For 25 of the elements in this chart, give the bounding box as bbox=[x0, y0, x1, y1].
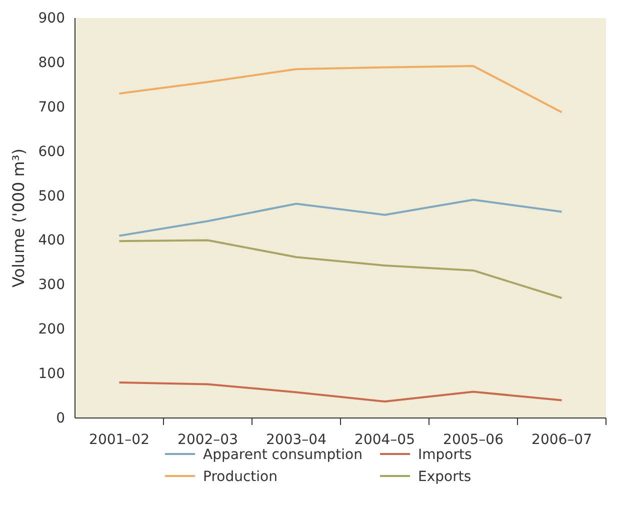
legend-label: Apparent consumption bbox=[203, 447, 362, 463]
x-tick-label: 2003–04 bbox=[266, 432, 327, 448]
y-tick-label: 0 bbox=[56, 410, 65, 426]
legend-label: Exports bbox=[418, 469, 472, 485]
x-tick-label: 2002–03 bbox=[178, 432, 238, 448]
y-tick-label: 400 bbox=[38, 232, 65, 249]
line-series bbox=[118, 198, 563, 237]
x-tick-label: 2006–07 bbox=[532, 432, 592, 448]
x-tick-label: 2005–06 bbox=[443, 432, 504, 448]
y-tick-label: 500 bbox=[38, 188, 65, 204]
x-tick-label: 2001–02 bbox=[89, 432, 150, 448]
x-tick-label: 2004–05 bbox=[354, 432, 415, 448]
legend-label: Imports bbox=[418, 447, 472, 463]
y-tick-label: 200 bbox=[38, 322, 65, 338]
y-tick-label: 700 bbox=[38, 99, 65, 116]
legend-label: Production bbox=[203, 469, 278, 485]
y-tick-label: 300 bbox=[38, 277, 65, 294]
y-tick-label: 800 bbox=[38, 54, 65, 71]
y-tick-label: 100 bbox=[38, 366, 65, 382]
line-series bbox=[118, 65, 563, 114]
y-tick-label: 900 bbox=[38, 10, 65, 26]
line-series bbox=[118, 381, 563, 403]
line-series bbox=[118, 239, 563, 299]
y-axis-title: Volume ('000 m³) bbox=[9, 148, 28, 288]
y-tick-label: 600 bbox=[38, 144, 65, 160]
